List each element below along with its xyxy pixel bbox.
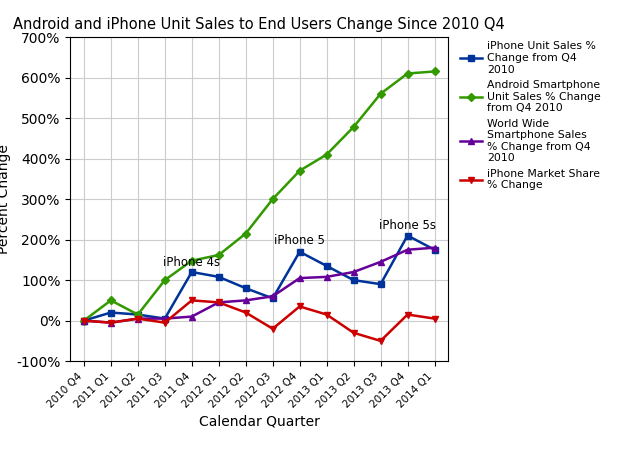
iPhone Market Share
% Change bbox=[161, 320, 169, 325]
Android Smartphone
Unit Sales % Change
from Q4 2010 bbox=[323, 152, 330, 157]
Android Smartphone
Unit Sales % Change
from Q4 2010 bbox=[215, 252, 223, 258]
X-axis label: Calendar Quarter: Calendar Quarter bbox=[199, 415, 319, 429]
Android Smartphone
Unit Sales % Change
from Q4 2010 bbox=[404, 71, 412, 76]
Line: World Wide
Smartphone Sales
% Change from Q4
2010: World Wide Smartphone Sales % Change fro… bbox=[81, 245, 437, 325]
Android Smartphone
Unit Sales % Change
from Q4 2010 bbox=[80, 318, 88, 323]
Android Smartphone
Unit Sales % Change
from Q4 2010 bbox=[296, 168, 303, 174]
World Wide
Smartphone Sales
% Change from Q4
2010 bbox=[350, 269, 358, 275]
Text: iPhone 4s: iPhone 4s bbox=[163, 256, 220, 269]
iPhone Unit Sales %
Change from Q4
2010 bbox=[377, 282, 385, 287]
Legend: iPhone Unit Sales %
Change from Q4
2010, Android Smartphone
Unit Sales % Change
: iPhone Unit Sales % Change from Q4 2010,… bbox=[456, 37, 605, 195]
World Wide
Smartphone Sales
% Change from Q4
2010 bbox=[242, 298, 250, 303]
iPhone Market Share
% Change bbox=[134, 316, 141, 321]
Android Smartphone
Unit Sales % Change
from Q4 2010 bbox=[242, 231, 250, 236]
iPhone Unit Sales %
Change from Q4
2010 bbox=[296, 249, 303, 255]
iPhone Market Share
% Change bbox=[404, 312, 412, 317]
iPhone Unit Sales %
Change from Q4
2010 bbox=[107, 310, 115, 315]
iPhone Market Share
% Change bbox=[188, 298, 196, 303]
Text: iPhone 5s: iPhone 5s bbox=[379, 219, 436, 232]
World Wide
Smartphone Sales
% Change from Q4
2010 bbox=[107, 320, 115, 325]
iPhone Unit Sales %
Change from Q4
2010 bbox=[350, 277, 358, 283]
World Wide
Smartphone Sales
% Change from Q4
2010 bbox=[215, 300, 223, 305]
iPhone Unit Sales %
Change from Q4
2010 bbox=[161, 316, 169, 321]
Android Smartphone
Unit Sales % Change
from Q4 2010 bbox=[107, 298, 115, 303]
iPhone Market Share
% Change bbox=[107, 320, 115, 325]
World Wide
Smartphone Sales
% Change from Q4
2010 bbox=[404, 247, 412, 252]
World Wide
Smartphone Sales
% Change from Q4
2010 bbox=[80, 318, 88, 323]
iPhone Unit Sales %
Change from Q4
2010 bbox=[242, 285, 250, 291]
World Wide
Smartphone Sales
% Change from Q4
2010 bbox=[269, 294, 276, 299]
Android Smartphone
Unit Sales % Change
from Q4 2010 bbox=[350, 124, 358, 130]
iPhone Unit Sales %
Change from Q4
2010 bbox=[404, 233, 412, 238]
iPhone Market Share
% Change bbox=[431, 316, 438, 321]
iPhone Unit Sales %
Change from Q4
2010 bbox=[80, 318, 88, 323]
Line: Android Smartphone
Unit Sales % Change
from Q4 2010: Android Smartphone Unit Sales % Change f… bbox=[81, 69, 437, 323]
iPhone Market Share
% Change bbox=[80, 318, 88, 323]
iPhone Unit Sales %
Change from Q4
2010 bbox=[269, 295, 276, 301]
Android Smartphone
Unit Sales % Change
from Q4 2010 bbox=[134, 312, 141, 317]
Y-axis label: Percent Change: Percent Change bbox=[0, 144, 11, 254]
iPhone Market Share
% Change bbox=[296, 304, 303, 309]
iPhone Market Share
% Change bbox=[377, 338, 385, 344]
iPhone Market Share
% Change bbox=[323, 312, 330, 317]
iPhone Unit Sales %
Change from Q4
2010 bbox=[188, 269, 196, 275]
iPhone Market Share
% Change bbox=[215, 300, 223, 305]
iPhone Unit Sales %
Change from Q4
2010 bbox=[215, 274, 223, 280]
Android Smartphone
Unit Sales % Change
from Q4 2010 bbox=[377, 91, 385, 96]
Android Smartphone
Unit Sales % Change
from Q4 2010 bbox=[188, 258, 196, 263]
iPhone Unit Sales %
Change from Q4
2010 bbox=[134, 312, 141, 317]
Android Smartphone
Unit Sales % Change
from Q4 2010 bbox=[161, 277, 169, 283]
iPhone Unit Sales %
Change from Q4
2010 bbox=[323, 263, 330, 269]
Title: Android and iPhone Unit Sales to End Users Change Since 2010 Q4: Android and iPhone Unit Sales to End Use… bbox=[13, 17, 505, 31]
iPhone Market Share
% Change bbox=[269, 326, 276, 332]
iPhone Market Share
% Change bbox=[242, 310, 250, 315]
Text: iPhone 5: iPhone 5 bbox=[274, 234, 325, 247]
World Wide
Smartphone Sales
% Change from Q4
2010 bbox=[377, 259, 385, 265]
Android Smartphone
Unit Sales % Change
from Q4 2010 bbox=[431, 69, 438, 74]
World Wide
Smartphone Sales
% Change from Q4
2010 bbox=[431, 245, 438, 250]
iPhone Market Share
% Change bbox=[350, 330, 358, 336]
World Wide
Smartphone Sales
% Change from Q4
2010 bbox=[296, 275, 303, 281]
iPhone Unit Sales %
Change from Q4
2010 bbox=[431, 247, 438, 252]
Android Smartphone
Unit Sales % Change
from Q4 2010 bbox=[269, 196, 276, 202]
Line: iPhone Unit Sales %
Change from Q4
2010: iPhone Unit Sales % Change from Q4 2010 bbox=[81, 233, 437, 323]
World Wide
Smartphone Sales
% Change from Q4
2010 bbox=[161, 316, 169, 321]
Line: iPhone Market Share
% Change: iPhone Market Share % Change bbox=[81, 298, 437, 344]
World Wide
Smartphone Sales
% Change from Q4
2010 bbox=[323, 274, 330, 280]
World Wide
Smartphone Sales
% Change from Q4
2010 bbox=[134, 316, 141, 321]
World Wide
Smartphone Sales
% Change from Q4
2010 bbox=[188, 314, 196, 319]
